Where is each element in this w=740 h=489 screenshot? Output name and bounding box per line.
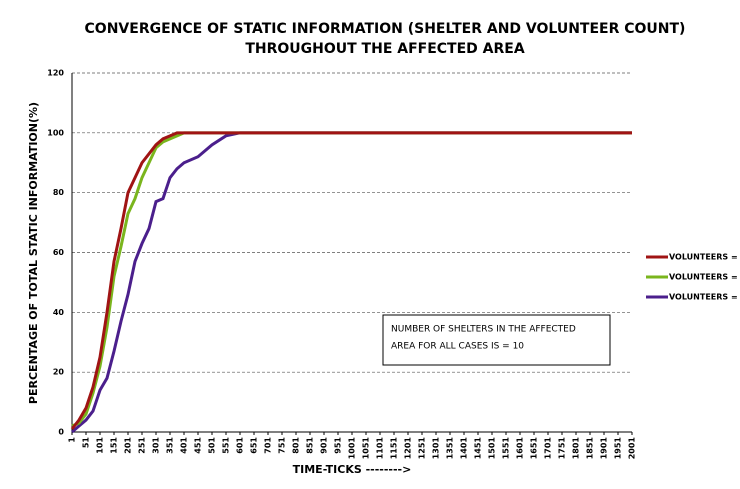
- legend-label: VOLUNTEERS = 10: [669, 293, 740, 302]
- y-tick-label: 20: [53, 368, 65, 377]
- x-tick-label: 1801: [572, 437, 581, 460]
- series-line: [71, 131, 632, 434]
- x-tick-label: 201: [124, 437, 133, 454]
- x-tick-label: 951: [334, 437, 343, 454]
- x-tick-label: 851: [306, 437, 315, 454]
- x-tick-label: 651: [250, 437, 259, 454]
- x-tick-label: 251: [138, 437, 147, 454]
- x-tick-label: 801: [292, 437, 301, 454]
- x-tick-label: 1051: [362, 437, 371, 460]
- x-tick-label: 901: [320, 437, 329, 454]
- y-tick-label: 100: [47, 128, 64, 137]
- x-tick-label: 301: [152, 437, 161, 454]
- x-tick-label: 451: [194, 437, 203, 454]
- x-tick-label: 1451: [474, 437, 483, 460]
- x-tick-label: 1301: [432, 437, 441, 460]
- x-tick-label: 151: [110, 437, 119, 454]
- x-tick-label: 601: [236, 437, 245, 454]
- x-tick-label: 1901: [600, 437, 609, 460]
- series-line: [70, 131, 632, 430]
- legend-label: VOLUNTEERS = 30: [669, 253, 740, 262]
- x-tick-label: 1351: [446, 437, 455, 460]
- x-tick-label: 1651: [530, 437, 539, 460]
- x-tick-label: 2001: [628, 437, 637, 460]
- x-tick-label: 501: [208, 437, 217, 454]
- legend-label: VOLUNTEERS = 20: [669, 273, 740, 282]
- x-tick-label: 101: [96, 437, 105, 454]
- x-tick-label: 1201: [404, 437, 413, 460]
- x-tick-label: 351: [166, 437, 175, 454]
- y-tick-label: 40: [53, 308, 65, 317]
- series-line: [71, 131, 632, 428]
- x-tick-label: 1701: [544, 437, 553, 460]
- x-tick-label: 1751: [558, 437, 567, 460]
- x-tick-label: 1951: [614, 437, 623, 460]
- x-tick-label: 551: [222, 437, 231, 454]
- x-tick-label: 1501: [488, 437, 497, 460]
- x-tick-label: 1251: [418, 437, 427, 460]
- annotation: NUMBER OF SHELTERS IN THE AFFECTED: [391, 325, 576, 335]
- x-tick-label: 1101: [376, 437, 385, 460]
- y-axis-title: PERCENTAGE OF TOTAL STATIC INFORMATION(%…: [27, 102, 40, 404]
- x-tick-label: 1401: [460, 437, 469, 460]
- x-tick-label: 1551: [502, 437, 511, 460]
- x-tick-label: 1601: [516, 437, 525, 460]
- x-tick-label: 1151: [390, 437, 399, 460]
- x-tick-label: 401: [180, 437, 189, 454]
- x-axis-title: TIME-TICKS -------->: [293, 463, 412, 476]
- x-tick-label: 701: [264, 437, 273, 454]
- x-tick-label: 1: [68, 437, 77, 443]
- x-tick-label: 1001: [348, 437, 357, 460]
- x-tick-label: 751: [278, 437, 287, 454]
- x-tick-label: 1851: [586, 437, 595, 460]
- x-tick-label: 51: [82, 437, 91, 449]
- y-tick-label: 120: [47, 69, 64, 78]
- y-tick-label: 80: [53, 188, 65, 197]
- y-tick-label: 60: [53, 248, 65, 257]
- annotation-box: [382, 314, 611, 366]
- chart-title: CONVERGENCE OF STATIC INFORMATION (SHELT…: [85, 21, 686, 37]
- chart-title: THROUGHOUT THE AFFECTED AREA: [245, 41, 525, 57]
- annotation: AREA FOR ALL CASES IS = 10: [391, 342, 524, 352]
- y-tick-label: 0: [58, 428, 64, 437]
